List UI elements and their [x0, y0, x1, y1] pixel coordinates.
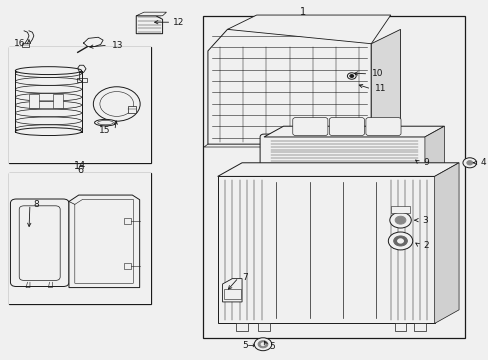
Polygon shape — [75, 199, 133, 283]
Polygon shape — [207, 30, 370, 144]
Polygon shape — [222, 279, 242, 302]
Polygon shape — [236, 323, 247, 331]
Text: 5→: 5→ — [242, 341, 255, 350]
Bar — [9, 47, 151, 163]
Polygon shape — [370, 30, 400, 144]
Circle shape — [389, 212, 410, 228]
Circle shape — [254, 338, 271, 351]
Bar — [224, 289, 240, 299]
Polygon shape — [136, 12, 166, 16]
Bar — [128, 107, 136, 113]
Text: 16: 16 — [14, 39, 25, 48]
Polygon shape — [413, 323, 425, 331]
FancyBboxPatch shape — [260, 134, 428, 179]
Circle shape — [346, 73, 355, 79]
Polygon shape — [29, 94, 39, 108]
Text: 10: 10 — [371, 69, 383, 78]
Circle shape — [261, 343, 264, 346]
Text: 1: 1 — [299, 7, 305, 17]
Bar — [9, 47, 151, 163]
Polygon shape — [217, 163, 458, 176]
Polygon shape — [15, 71, 81, 132]
Circle shape — [258, 341, 267, 348]
Circle shape — [100, 91, 133, 116]
Polygon shape — [264, 126, 444, 137]
Circle shape — [349, 75, 353, 77]
Ellipse shape — [94, 120, 116, 126]
Polygon shape — [227, 15, 390, 44]
Text: 12: 12 — [173, 18, 184, 27]
Text: 8: 8 — [34, 200, 40, 209]
Text: 14: 14 — [74, 161, 86, 171]
Text: 5: 5 — [268, 342, 274, 351]
Text: 3: 3 — [421, 216, 427, 225]
Polygon shape — [217, 176, 434, 323]
Bar — [9, 173, 151, 304]
Bar — [9, 173, 151, 304]
Circle shape — [387, 232, 412, 250]
FancyBboxPatch shape — [365, 118, 400, 135]
Bar — [77, 78, 87, 82]
Circle shape — [394, 216, 405, 224]
FancyBboxPatch shape — [292, 118, 327, 135]
Circle shape — [397, 239, 403, 243]
Polygon shape — [53, 94, 63, 108]
Polygon shape — [394, 323, 406, 331]
FancyBboxPatch shape — [329, 118, 364, 135]
FancyBboxPatch shape — [19, 206, 60, 280]
Circle shape — [462, 158, 476, 168]
Text: 13: 13 — [112, 41, 123, 50]
Text: 9: 9 — [422, 158, 428, 167]
Circle shape — [393, 236, 407, 246]
Text: 7: 7 — [242, 273, 248, 282]
Polygon shape — [136, 16, 162, 34]
Circle shape — [93, 87, 140, 121]
Circle shape — [466, 161, 472, 165]
Bar — [22, 43, 29, 47]
Text: 2: 2 — [422, 241, 427, 250]
Ellipse shape — [15, 128, 81, 135]
Polygon shape — [424, 126, 444, 176]
Text: 15: 15 — [99, 126, 111, 135]
Polygon shape — [434, 163, 458, 323]
Bar — [203, 16, 464, 338]
Text: 11: 11 — [374, 84, 386, 93]
Ellipse shape — [15, 67, 81, 75]
FancyBboxPatch shape — [10, 199, 69, 287]
Polygon shape — [69, 195, 140, 288]
Polygon shape — [258, 323, 269, 331]
Polygon shape — [390, 206, 409, 213]
Ellipse shape — [98, 121, 113, 125]
Text: 6: 6 — [77, 165, 83, 175]
Bar — [124, 263, 131, 269]
Text: 4: 4 — [480, 158, 485, 167]
Bar — [124, 218, 131, 224]
